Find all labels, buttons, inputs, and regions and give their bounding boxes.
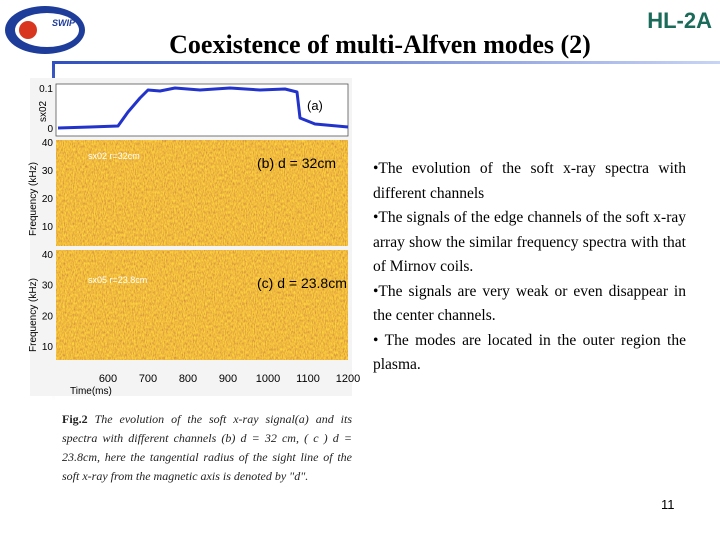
bullet: • The modes are located in the outer reg… xyxy=(373,331,686,374)
y-tick-label: 40 xyxy=(42,138,54,149)
y-label-a: sx02 xyxy=(38,100,49,122)
title-rule xyxy=(55,61,720,64)
y-tick-label: 0.1 xyxy=(39,84,53,95)
x-label: Time(ms) xyxy=(70,386,112,397)
bullet: •The signals of the edge channels of the… xyxy=(373,209,686,275)
caption: Fig.2 The evolution of the soft x-ray si… xyxy=(62,410,352,486)
y-tick-label: 20 xyxy=(42,194,54,205)
panel-a-label: (a) xyxy=(307,98,323,113)
x-tick-label: 1000 xyxy=(256,373,280,385)
panel-c-label: (c) d = 23.8cm xyxy=(257,275,347,291)
y-tick-label: 10 xyxy=(42,222,54,233)
y-tick-label: 30 xyxy=(42,166,54,177)
signal-trace xyxy=(57,86,349,130)
y-label-b: Frequency (kHz) xyxy=(28,162,39,236)
slide-title: Coexistence of multi-Alfven modes (2) xyxy=(169,30,591,59)
figure-labels: (a) (b) d = 32cm sx02 r=32cm (c) d = 23.… xyxy=(28,84,360,397)
bullet: •The evolution of the soft x-ray spectra… xyxy=(373,160,686,202)
x-tick-label: 600 xyxy=(99,373,117,385)
x-tick-label: 700 xyxy=(139,373,157,385)
y-tick-label: 40 xyxy=(42,250,54,261)
bullet-list: •The evolution of the soft x-ray spectra… xyxy=(373,157,686,378)
logo-dot xyxy=(19,21,37,39)
x-tick-label: 900 xyxy=(219,373,237,385)
channel-b: sx02 r=32cm xyxy=(88,151,140,161)
logo-text: SWIP xyxy=(52,18,76,28)
caption-label: Fig.2 xyxy=(62,412,88,426)
y-tick-label: 10 xyxy=(42,342,54,353)
y-tick-label: 30 xyxy=(42,281,54,292)
spectrogram-b xyxy=(56,140,348,246)
panel-b-label: (b) d = 32cm xyxy=(257,155,336,171)
y-tick-label: 0 xyxy=(47,124,53,135)
page-number: 11 xyxy=(661,497,675,512)
panel-a xyxy=(55,83,349,137)
y-label-c: Frequency (kHz) xyxy=(28,278,39,352)
badge: HL-2A xyxy=(647,8,712,33)
logo-inner xyxy=(15,13,79,47)
x-tick-label: 1100 xyxy=(296,373,320,385)
x-tick-label: 1200 xyxy=(336,373,360,385)
caption-text: The evolution of the soft x-ray signal(a… xyxy=(62,412,352,483)
x-tick-label: 800 xyxy=(179,373,197,385)
y-tick-label: 20 xyxy=(42,311,54,322)
bullet: •The signals are very weak or even disap… xyxy=(373,282,686,325)
channel-c: sx05 r=23.8cm xyxy=(88,275,147,285)
spectrogram-c xyxy=(56,250,348,360)
